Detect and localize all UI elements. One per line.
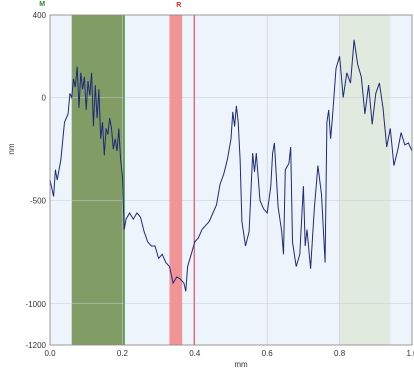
y-tick-label: 0 bbox=[42, 94, 47, 103]
x-tick-label: 0.0 bbox=[44, 349, 56, 358]
y-tick-label: -1200 bbox=[26, 341, 47, 350]
marker-band-r bbox=[169, 15, 183, 345]
x-tick-label: 0.6 bbox=[262, 349, 274, 358]
highlight-regions bbox=[71, 15, 391, 345]
plot-border bbox=[49, 14, 413, 346]
y-tick-label: -1000 bbox=[26, 300, 47, 309]
y-axis-label: nm bbox=[7, 143, 16, 154]
x-tick-label: 0.2 bbox=[117, 349, 129, 358]
region-light-1 bbox=[339, 15, 391, 345]
marker-label-m: M bbox=[39, 1, 45, 8]
x-tick-label: 0.4 bbox=[189, 349, 201, 358]
marker-label-r: R bbox=[176, 2, 181, 9]
y-tick-label: 400 bbox=[33, 11, 47, 20]
series-line bbox=[49, 39, 413, 292]
x-tick-label: 0.8 bbox=[334, 349, 346, 358]
x-tick-label: 1.0 bbox=[406, 349, 414, 358]
x-axis-label: mm bbox=[234, 360, 248, 369]
grid-lines bbox=[49, 14, 413, 346]
region-dark-0 bbox=[71, 15, 125, 345]
tick-labels: 0.0 0.2 0.4 0.6 0.8 1.0 400 0 -500 -1000 -1200 bbox=[26, 11, 414, 358]
y-tick-label: -500 bbox=[30, 197, 47, 206]
